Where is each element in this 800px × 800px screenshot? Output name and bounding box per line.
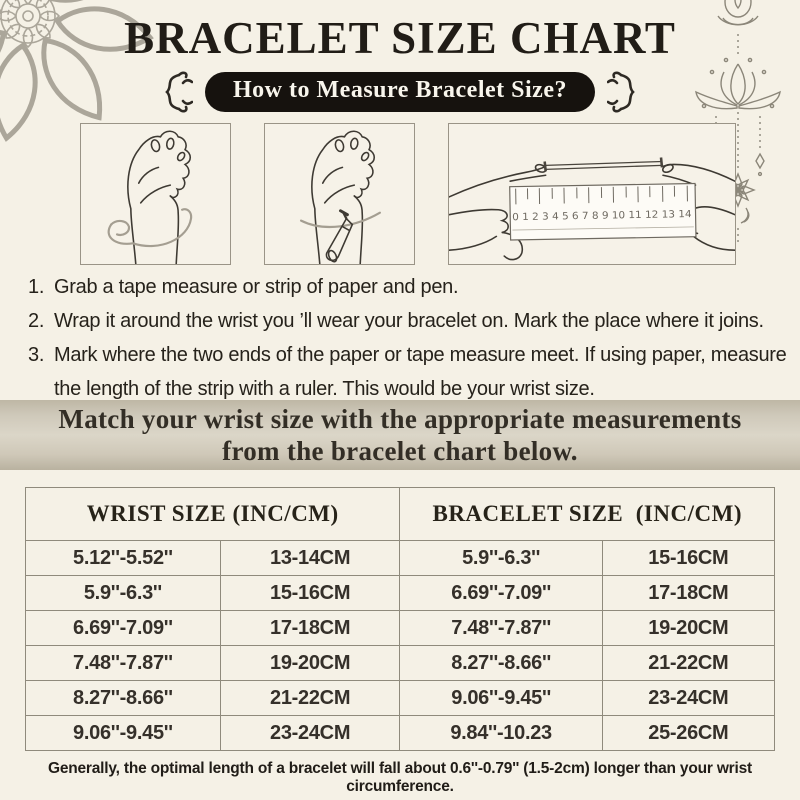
wrist-size-inch: 5.9''-6.3'' <box>25 575 221 611</box>
wrist-size-inch: 5.12''-5.52'' <box>25 540 221 576</box>
bracelet-size-inch: 9.06''-9.45'' <box>399 680 603 716</box>
bracelet-size-cm: 15-16CM <box>601 540 776 576</box>
table-row: 5.9''-6.3'' 15-16CM 6.69''-7.09'' 17-18C… <box>25 575 776 611</box>
paper-strip-icon <box>543 157 664 172</box>
wrist-size-inch: 9.06''-9.45'' <box>25 715 221 751</box>
subtitle-row: How to Measure Bracelet Size? <box>0 68 800 116</box>
bracelet-size-cm: 23-24CM <box>601 680 776 716</box>
bracelet-size-inch: 8.27''-8.66'' <box>399 645 603 681</box>
step-text: Mark where the two ends of the paper or … <box>54 344 787 400</box>
step-number: 1. <box>28 276 45 298</box>
table-row: 7.48''-7.87'' 19-20CM 8.27''-8.66'' 21-2… <box>25 645 776 681</box>
wrist-size-header: WRIST SIZE (INC/CM) <box>24 487 401 541</box>
how-to-illustrations: 0 1 2 3 4 5 6 7 8 9 10 11 12 13 14 <box>80 123 736 265</box>
table-row: 5.12''-5.52'' 13-14CM 5.9''-6.3'' 15-16C… <box>25 540 776 576</box>
ruler-icon: 0 1 2 3 4 5 6 7 8 9 10 11 12 13 14 <box>509 182 697 241</box>
squiggle-left-icon <box>165 71 194 113</box>
match-size-banner: Match your wrist size with the appropria… <box>0 400 800 470</box>
size-chart-table: WRIST SIZE (INC/CM) BRACELET SIZE (INC/C… <box>24 487 776 751</box>
wrist-size-cm: 17-18CM <box>219 610 401 646</box>
bracelet-size-inch: 9.84''-10.23 <box>399 715 603 751</box>
wrist-size-inch: 8.27''-8.66'' <box>25 680 221 716</box>
wrist-size-cm: 23-24CM <box>219 715 401 751</box>
footer-note: Generally, the optimal length of a brace… <box>47 760 753 795</box>
step-number: 3. <box>28 344 45 366</box>
table-row: 6.69''-7.09'' 17-18CM 7.48''-7.87'' 19-2… <box>25 610 776 646</box>
how-to-measure-pill: How to Measure Bracelet Size? <box>205 72 595 112</box>
step-item-2: 2. Wrap it around the wrist you ’ll wear… <box>28 304 800 338</box>
table-row: 9.06''-9.45'' 23-24CM 9.84''-10.23 25-26… <box>25 715 776 751</box>
tape-line-icon <box>299 211 382 229</box>
bracelet-size-cm: 21-22CM <box>601 645 776 681</box>
squiggle-right-icon <box>606 71 635 113</box>
bracelet-size-cm: 19-20CM <box>601 610 776 646</box>
step-item-1: 1. Grab a tape measure or strip of paper… <box>28 270 800 304</box>
step3-ruler-measure-illustration: 0 1 2 3 4 5 6 7 8 9 10 11 12 13 14 <box>448 123 736 265</box>
step-text: Wrap it around the wrist you ’ll wear yo… <box>54 310 764 332</box>
step-item-3: 3. Mark where the two ends of the paper … <box>28 338 800 406</box>
banner-line-1: Match your wrist size with the appropria… <box>58 404 742 434</box>
bracelet-size-inch: 5.9''-6.3'' <box>399 540 603 576</box>
wrist-size-cm: 15-16CM <box>219 575 401 611</box>
ruler-numbers: 0 1 2 3 4 5 6 7 8 9 10 11 12 13 14 <box>512 209 692 223</box>
step-number: 2. <box>28 310 45 332</box>
wrist-size-cm: 13-14CM <box>219 540 401 576</box>
step2-mark-wrist-illustration <box>264 123 415 265</box>
bracelet-size-cm: 17-18CM <box>601 575 776 611</box>
bracelet-size-inch: 7.48''-7.87'' <box>399 610 603 646</box>
step-text: Grab a tape measure or strip of paper an… <box>54 276 459 298</box>
measure-steps-list: 1. Grab a tape measure or strip of paper… <box>28 270 800 406</box>
table-header-row: WRIST SIZE (INC/CM) BRACELET SIZE (INC/C… <box>24 487 775 541</box>
bracelet-size-cm: 25-26CM <box>601 715 776 751</box>
bracelet-size-header: BRACELET SIZE (INC/CM) <box>399 487 775 541</box>
marker-pen-icon <box>325 209 354 263</box>
banner-line-2: from the bracelet chart below. <box>222 436 578 466</box>
wrist-size-cm: 21-22CM <box>219 680 401 716</box>
tape-measure-icon <box>107 208 193 248</box>
wrist-size-cm: 19-20CM <box>219 645 401 681</box>
table-row: 8.27''-8.66'' 21-22CM 9.06''-9.45'' 23-2… <box>25 680 776 716</box>
wrist-size-inch: 6.69''-7.09'' <box>25 610 221 646</box>
bracelet-size-inch: 6.69''-7.09'' <box>399 575 603 611</box>
wrist-size-inch: 7.48''-7.87'' <box>25 645 221 681</box>
step1-wrap-wrist-illustration <box>80 123 231 265</box>
page-title: BRACELET SIZE CHART <box>124 13 676 63</box>
